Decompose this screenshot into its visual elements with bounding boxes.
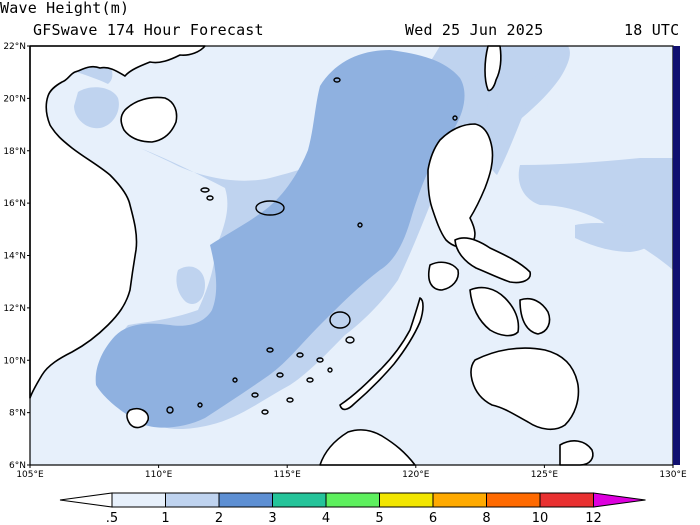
colorbar-label: 10 <box>532 511 549 525</box>
map-title: Wave Height(m) <box>0 0 130 17</box>
colorbar-swatch <box>379 492 434 508</box>
lat-tick-label: 6°N <box>9 461 26 471</box>
lat-tick-label: 16°N <box>3 199 26 209</box>
colorbar-swatch <box>486 492 541 508</box>
longitude-axis: 105°E 110°E 115°E 120°E 125°E 130°E <box>16 465 687 480</box>
wave-height-colorbar: .5 1 2 3 4 5 6 8 10 12 <box>59 492 646 525</box>
colorbar-label: 2 <box>215 511 223 525</box>
visayas-islands <box>469 286 520 337</box>
colorbar-swatch <box>111 492 166 508</box>
colorbar-label: 8 <box>482 511 490 525</box>
colorbar-label: 1 <box>161 511 169 525</box>
lat-tick-label: 20°N <box>3 94 26 104</box>
land-masses <box>29 45 594 466</box>
right-edge-bar <box>673 46 680 465</box>
luzon-island <box>427 123 494 248</box>
colorbar-label: .5 <box>106 511 118 525</box>
latitude-axis: 22°N 20°N 18°N 16°N 14°N 12°N 10°N 8°N 6°N <box>3 42 30 471</box>
forecast-time: 18 UTC <box>624 21 680 39</box>
colorbar-swatch <box>272 492 327 508</box>
forecast-subtitle: GFSwave 174 Hour Forecast <box>33 21 264 39</box>
forecast-date: Wed 25 Jun 2025 <box>405 21 544 39</box>
colorbar-high-arrow <box>593 492 646 508</box>
colorbar-label: 3 <box>268 511 276 525</box>
mindanao-island <box>470 347 580 431</box>
lon-tick-label: 130°E <box>659 470 687 480</box>
colorbar-swatch <box>218 492 273 508</box>
mindoro-island <box>427 261 460 291</box>
lat-tick-label: 18°N <box>3 147 26 157</box>
borneo-island <box>319 429 416 466</box>
colorbar-label: 12 <box>585 511 602 525</box>
colorbar-swatch <box>432 492 487 508</box>
lon-tick-label: 105°E <box>16 470 44 480</box>
colorbar-label: 4 <box>322 511 330 525</box>
lat-tick-label: 8°N <box>9 409 26 419</box>
lon-tick-label: 115°E <box>274 470 302 480</box>
colorbar-swatch <box>325 492 380 508</box>
colorbar-low-arrow <box>59 492 113 508</box>
lat-tick-label: 12°N <box>3 304 26 314</box>
palawan-island <box>339 297 424 411</box>
lon-tick-label: 110°E <box>145 470 173 480</box>
lat-tick-label: 10°N <box>3 356 26 366</box>
reef-islets <box>166 77 458 415</box>
wave-2-3m-region <box>95 50 465 428</box>
colorbar-swatch <box>165 492 220 508</box>
colorbar-swatch <box>539 492 594 508</box>
hainan-island <box>120 96 178 143</box>
lon-tick-label: 120°E <box>402 470 430 480</box>
colorbar-label: 5 <box>375 511 383 525</box>
mainland-asia <box>29 45 206 399</box>
taiwan-island <box>484 45 502 92</box>
lat-tick-label: 14°N <box>3 252 26 262</box>
lat-tick-label: 22°N <box>3 42 26 52</box>
lon-tick-label: 125°E <box>531 470 559 480</box>
colorbar-label: 6 <box>429 511 437 525</box>
